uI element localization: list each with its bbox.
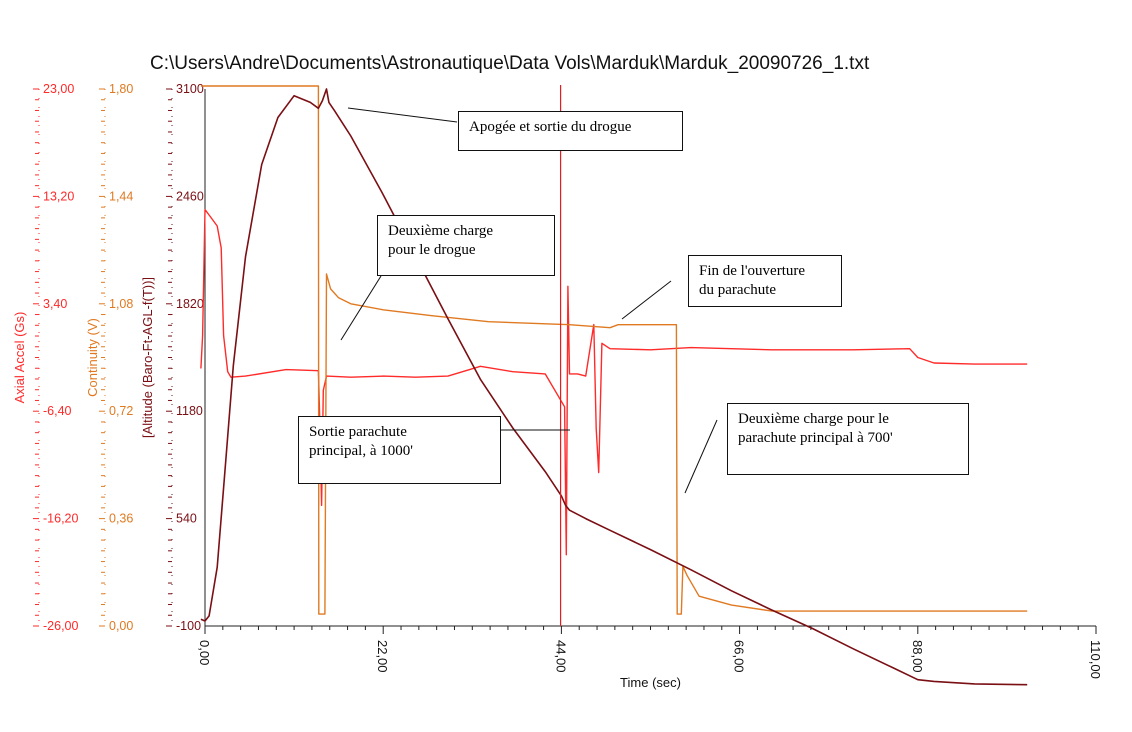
annotation-end-deployment-line-2: du parachute [699,282,777,298]
y-tick-label: 2460 [176,189,204,203]
chart-title: C:\Users\Andre\Documents\Astronautique\D… [150,53,870,74]
y-tick-label: 0,00 [109,619,133,633]
y-axis-label-1: Continuity (V) [85,318,100,397]
y-tick-label: 0,36 [109,512,133,526]
annotation-leader-line [347,107,458,123]
annotation-end-deployment-line-1: Fin de l'ouverture [699,263,806,279]
y-axis-label-2: [Altitude (Baro-Ft-AGL-f(T))] [140,277,155,438]
series-line-1 [200,85,1028,615]
annotation-apogee: Apogée et sortie du drogue [458,111,683,151]
y-tick-label: 0,72 [109,404,133,418]
y-tick-label: 13,20 [43,189,74,203]
x-tick-label: 44,00 [553,640,568,673]
annotation-main-chute-line-1: Sortie parachute [309,424,407,440]
y-tick-label: 3,40 [43,297,67,311]
annotation-drogue-line-1: Deuxième charge [388,223,494,239]
series-line-0 [200,208,1028,556]
y-tick-label: -6,40 [43,404,72,418]
y-tick-label: 23,00 [43,82,74,96]
annotation-main-second-charge: Deuxième charge pour le parachute princi… [727,403,969,475]
y-tick-label: 540 [176,512,197,526]
y-tick-label: 1,44 [109,189,133,203]
y-axis-label-0: Axial Accel (Gs) [12,312,27,404]
annotation-main-second-line-2: parachute principal à 700' [738,430,893,446]
x-tick-label: 88,00 [910,640,925,673]
y-tick-label: 1180 [176,404,203,418]
annotation-drogue-line-2: pour le drogue [388,242,476,258]
y-tick-label: -16,20 [43,512,78,526]
series-line-2 [200,88,1028,686]
annotation-main-second-line-1: Deuxième charge pour le [738,411,889,427]
annotation-leader-line [621,280,672,320]
annotation-leader-line [684,419,718,494]
y-tick-label: 3100 [176,82,204,96]
y-tick-label: -26,00 [43,619,78,633]
y-tick-label: 1,08 [109,297,133,311]
annotation-main-chute: Sortie parachute principal, à 1000' [298,416,501,484]
y-tick-label: -100 [176,619,201,633]
annotation-leader-line [340,275,382,341]
x-axis-label: Time (sec) [620,675,681,690]
x-tick-label: 66,00 [732,640,747,673]
annotation-main-chute-line-2: principal, à 1000' [309,443,413,459]
annotation-end-deployment: Fin de l'ouverture du parachute [688,255,842,307]
annotation-drogue-second-charge: Deuxième charge pour le drogue [377,215,555,276]
x-tick-label: 0,00 [197,640,212,665]
y-tick-label: 1,80 [109,82,133,96]
x-tick-label: 110,00 [1088,640,1103,679]
x-tick-label: 22,00 [375,640,390,673]
y-tick-label: 1820 [176,297,204,311]
annotation-apogee-line-1: Apogée et sortie du drogue [469,119,632,135]
